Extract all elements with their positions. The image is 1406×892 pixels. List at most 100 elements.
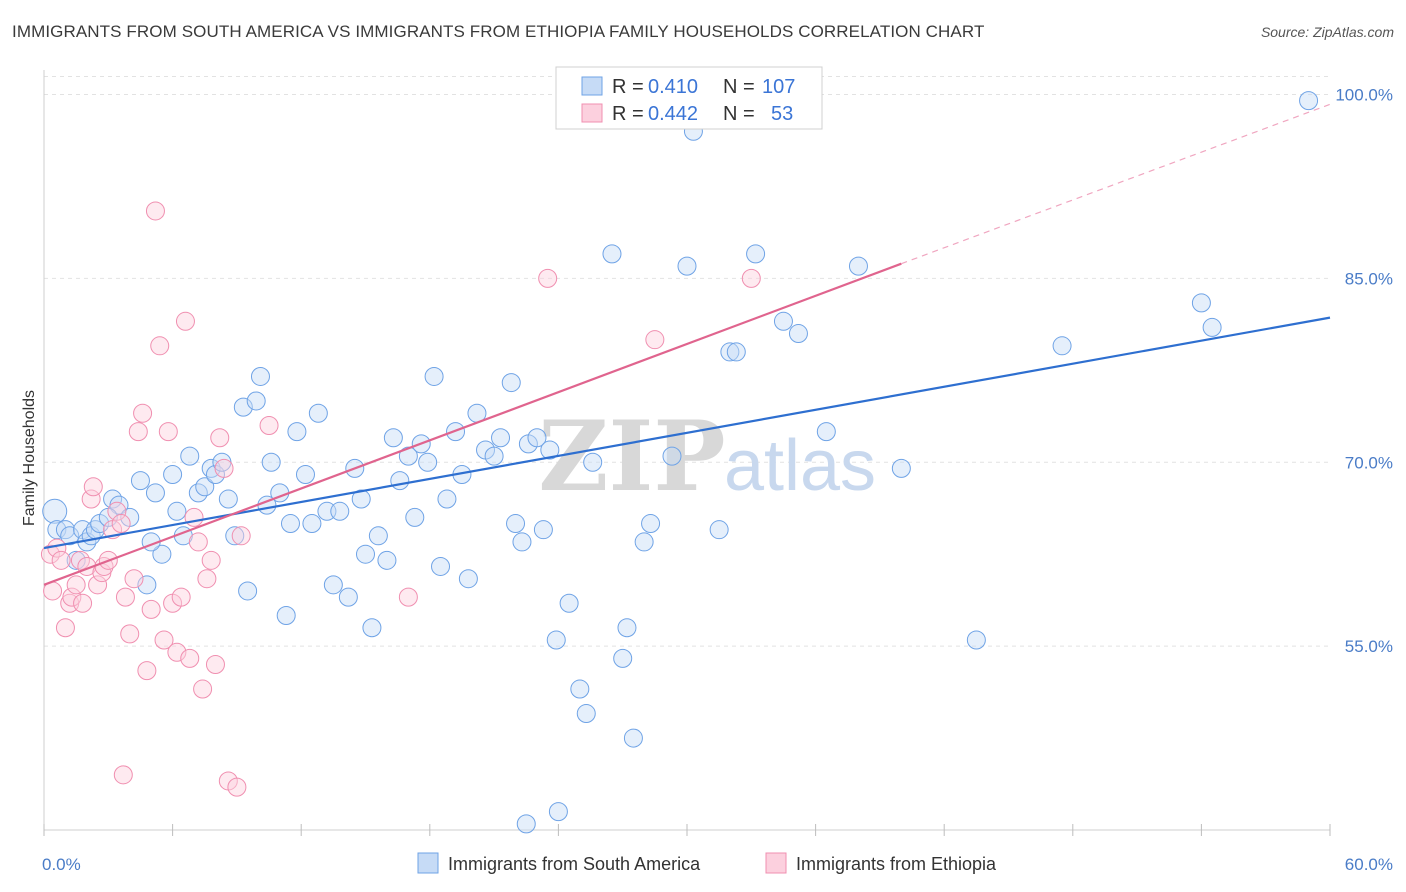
legend-swatch-blue bbox=[581, 76, 603, 96]
series-south-america-points bbox=[42, 91, 1319, 834]
data-point bbox=[137, 661, 157, 681]
data-point bbox=[501, 373, 521, 393]
gridlines bbox=[44, 76, 1330, 647]
data-point bbox=[145, 483, 165, 503]
data-point bbox=[338, 587, 358, 607]
x-tick-label: 0.0% bbox=[42, 855, 81, 874]
tick-labels: 55.0% 70.0% 85.0% 100.0% 0.0% 60.0% bbox=[42, 86, 1393, 874]
data-point bbox=[51, 550, 71, 570]
data-point bbox=[458, 569, 478, 589]
data-point bbox=[516, 814, 536, 834]
data-point bbox=[227, 777, 247, 797]
data-point bbox=[848, 256, 868, 276]
trend-line-ethiopia-extension bbox=[901, 103, 1331, 265]
data-point bbox=[424, 366, 444, 386]
y-tick-label: 85.0% bbox=[1345, 269, 1393, 288]
data-point bbox=[62, 587, 82, 607]
data-point bbox=[351, 489, 371, 509]
data-point bbox=[816, 422, 836, 442]
data-point bbox=[891, 458, 911, 478]
data-point bbox=[662, 446, 682, 466]
data-point bbox=[617, 618, 637, 638]
data-point bbox=[180, 648, 200, 668]
data-point bbox=[576, 704, 596, 724]
data-point bbox=[141, 599, 161, 619]
legend-r-label-pink: R = bbox=[612, 103, 644, 125]
data-point bbox=[527, 428, 547, 448]
legend-n-label-blue: N = bbox=[723, 76, 755, 98]
data-point bbox=[398, 587, 418, 607]
data-point bbox=[195, 477, 215, 497]
data-point bbox=[726, 342, 746, 362]
data-point bbox=[773, 311, 793, 331]
data-point bbox=[111, 514, 131, 534]
data-point bbox=[115, 587, 135, 607]
data-point bbox=[390, 471, 410, 491]
data-point bbox=[746, 244, 766, 264]
data-point bbox=[66, 550, 86, 570]
data-point bbox=[231, 526, 251, 546]
data-point bbox=[741, 268, 761, 288]
data-point bbox=[709, 520, 729, 540]
data-point bbox=[158, 422, 178, 442]
y-axis-title: Family Households bbox=[21, 390, 38, 526]
legend-bottom-label-pink: Immigrants from Ethiopia bbox=[796, 854, 997, 874]
data-point bbox=[613, 648, 633, 668]
legend-bottom-label-blue: Immigrants from South America bbox=[448, 854, 701, 874]
data-point bbox=[154, 630, 174, 650]
data-point bbox=[583, 452, 603, 472]
data-point bbox=[405, 507, 425, 527]
data-point bbox=[238, 581, 258, 601]
data-point bbox=[645, 330, 665, 350]
data-point bbox=[484, 446, 504, 466]
y-tick-label: 70.0% bbox=[1345, 453, 1393, 472]
data-point bbox=[570, 679, 590, 699]
data-point bbox=[171, 587, 191, 607]
data-point bbox=[128, 422, 148, 442]
data-point bbox=[145, 201, 165, 221]
data-point bbox=[540, 440, 560, 460]
data-point bbox=[66, 575, 86, 595]
data-point bbox=[124, 569, 144, 589]
data-point bbox=[559, 593, 579, 613]
legend-bottom-swatch-blue bbox=[417, 852, 439, 874]
data-point bbox=[302, 514, 322, 534]
data-point bbox=[1299, 91, 1319, 111]
data-point bbox=[81, 489, 101, 509]
data-point bbox=[491, 428, 511, 448]
y-tick-label: 55.0% bbox=[1345, 637, 1393, 656]
data-point bbox=[295, 465, 315, 485]
data-point bbox=[259, 415, 279, 435]
legend-r-label-blue: R = bbox=[612, 76, 644, 98]
data-point bbox=[720, 342, 740, 362]
data-point bbox=[362, 618, 382, 638]
data-point bbox=[246, 391, 266, 411]
data-point bbox=[175, 311, 195, 331]
data-point bbox=[218, 489, 238, 509]
data-point bbox=[225, 526, 245, 546]
data-point bbox=[1202, 317, 1222, 337]
data-point bbox=[383, 428, 403, 448]
legend-swatch-pink bbox=[581, 103, 603, 123]
data-point bbox=[163, 465, 183, 485]
data-point bbox=[83, 477, 103, 497]
data-point bbox=[55, 618, 75, 638]
series-ethiopia-points bbox=[40, 201, 761, 797]
data-point bbox=[152, 544, 172, 564]
source-label: Source: ZipAtlas.com bbox=[1260, 24, 1394, 40]
data-point bbox=[437, 489, 457, 509]
legend-top: R = 0.410 N = 107 R = 0.442 N = 53 bbox=[555, 66, 823, 130]
data-point bbox=[546, 630, 566, 650]
data-point bbox=[377, 550, 397, 570]
data-point bbox=[1191, 293, 1211, 313]
legend-r-value-pink: 0.442 bbox=[648, 103, 698, 125]
y-tick-label: 100.0% bbox=[1335, 86, 1393, 105]
chart-title: IMMIGRANTS FROM SOUTH AMERICA VS IMMIGRA… bbox=[12, 22, 985, 41]
legend-n-value-pink: 53 bbox=[771, 103, 793, 125]
data-point bbox=[512, 532, 532, 552]
data-point bbox=[188, 532, 208, 552]
legend-bottom: Immigrants from South America Immigrants… bbox=[417, 852, 997, 874]
data-point bbox=[548, 802, 568, 822]
trend-line-south-america bbox=[43, 316, 1331, 550]
